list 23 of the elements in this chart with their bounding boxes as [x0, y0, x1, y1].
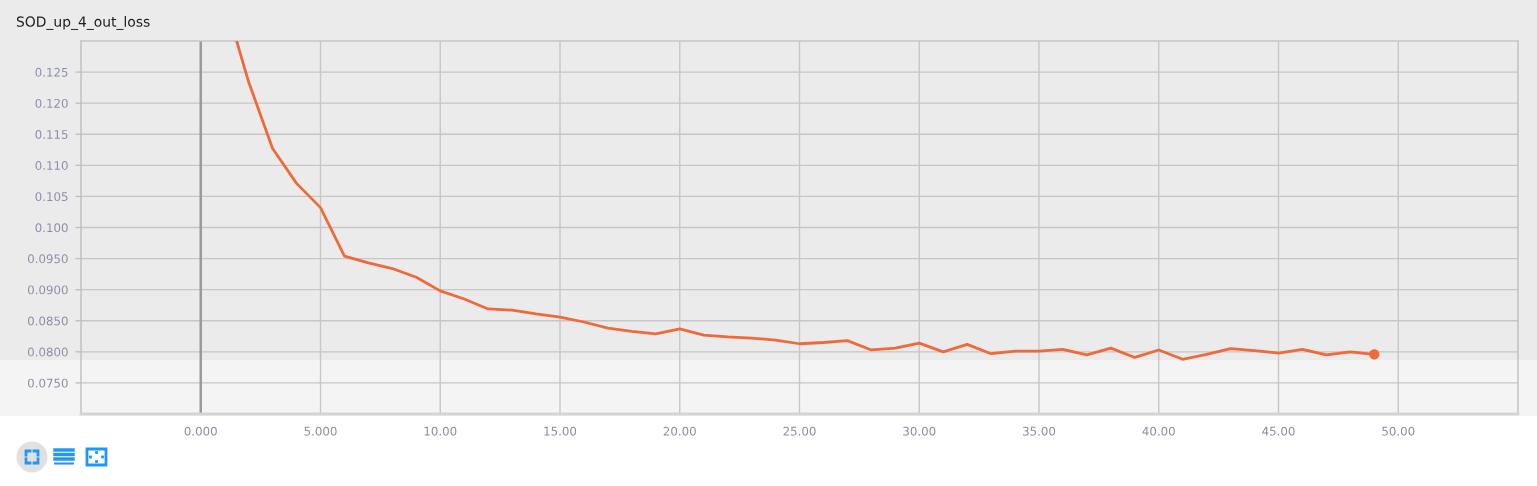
x-tick-label: 0.000	[184, 426, 217, 436]
x-tick-label: 10.00	[424, 426, 457, 436]
y-tick-label: 0.0750	[27, 378, 68, 388]
y-tick-label: 0.105	[35, 192, 68, 202]
chart-title: SOD_up_4_out_loss	[16, 16, 150, 30]
y-tick-label: 0.0800	[27, 347, 68, 357]
x-tick-label: 25.00	[783, 426, 816, 436]
x-tick-label: 40.00	[1142, 426, 1175, 436]
x-tick-label: 50.00	[1382, 426, 1415, 436]
x-tick-label: 30.00	[903, 426, 936, 436]
x-tick-label: 5.000	[304, 426, 337, 436]
y-tick-label: 0.115	[35, 129, 68, 139]
y-tick-label: 0.120	[35, 98, 68, 108]
y-tick-label: 0.125	[35, 67, 68, 77]
y-tick-label: 0.0900	[27, 285, 68, 295]
y-tick-label: 0.0950	[27, 254, 68, 264]
x-tick-label: 20.00	[663, 426, 696, 436]
y-tick-label: 0.110	[35, 161, 68, 170]
x-tick-label: 15.00	[544, 426, 577, 436]
x-tick-label: 35.00	[1023, 426, 1056, 436]
x-tick-label: 45.00	[1262, 426, 1295, 436]
y-tick-label: 0.100	[35, 223, 68, 233]
y-tick-label: 0.0850	[27, 316, 68, 326]
